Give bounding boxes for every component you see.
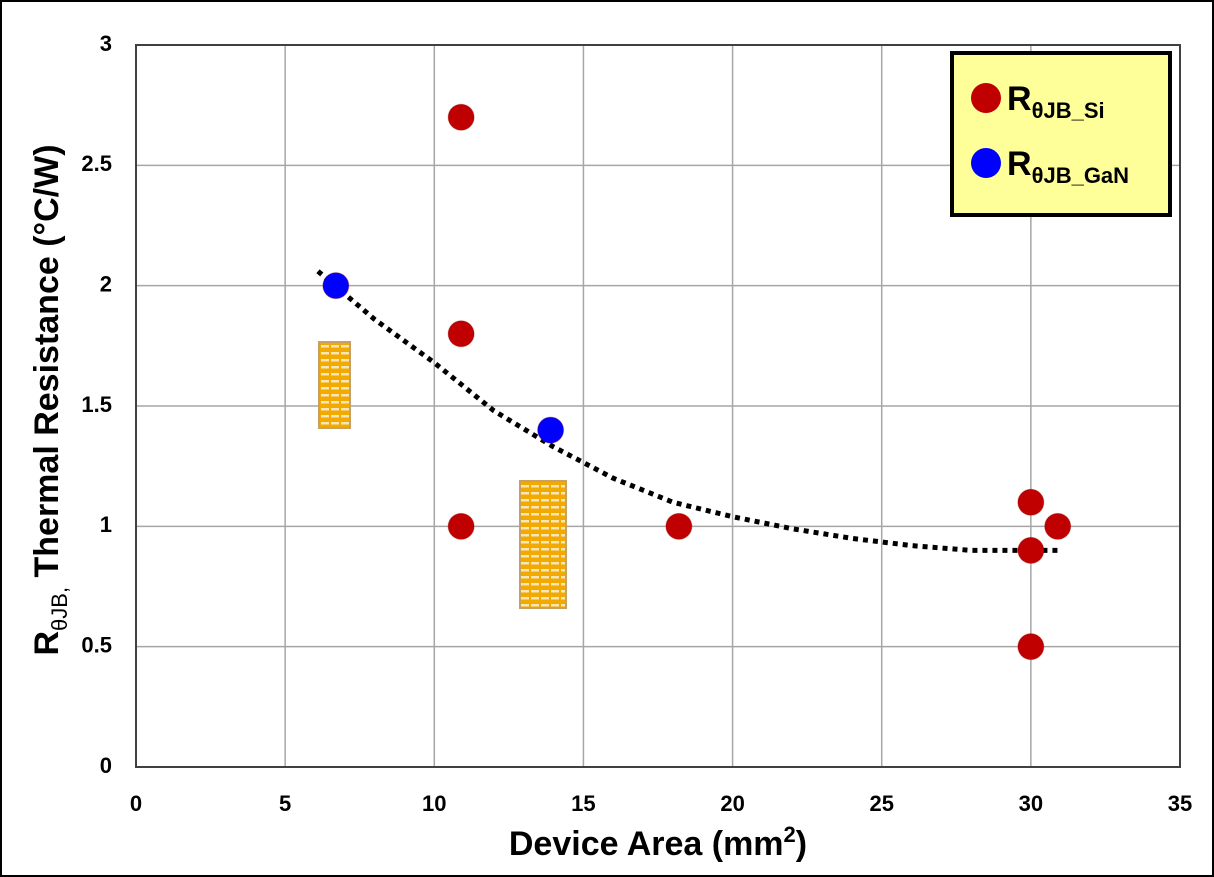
point [447,512,475,540]
point [665,512,693,540]
point [322,272,350,300]
point [1017,536,1045,564]
y-tick-label: 0.5 [81,632,112,657]
legend-name: R [1007,145,1032,183]
x-tick-label: 35 [1168,791,1192,816]
y-axis-label: RθJB, Thermal Resistance (°C/W) [28,144,72,655]
legend-label: RθJB_GaN [1007,145,1129,188]
y-tick-label: 2.5 [81,151,112,176]
y-tick-label: 0 [100,753,112,778]
x-tick-label: 20 [720,791,744,816]
y-label-sub: θJB, [47,587,72,631]
legend-marker [971,148,1001,178]
point [447,320,475,348]
point [1017,488,1045,516]
x-tick-label: 5 [279,791,291,816]
legend-name: R [1007,80,1032,118]
y-tick-label: 1.5 [81,392,112,417]
x-label-sup: 2 [784,822,796,847]
x-tick-label: 30 [1019,791,1043,816]
legend-label: RθJB_Si [1007,80,1105,123]
x-tick-label: 0 [130,791,142,816]
y-tick-label: 2 [100,271,112,296]
point [447,103,475,131]
plot-border [135,44,1181,768]
chip-image [318,341,351,429]
marks [316,103,1072,661]
legend-marker [971,83,1001,113]
x-tick-label: 15 [571,791,595,816]
grid: 00.511.522.530 5 10 15 20 25 30 35 [81,31,1192,816]
x-axis-label: Device Area (mm2) [509,822,807,863]
y-label-main: R [28,631,66,656]
legend-subscript: θJB_Si [1032,98,1105,123]
y-tick-label: 1 [100,512,112,537]
x-tick-label: 25 [869,791,893,816]
point [537,416,565,444]
legend-box [950,51,1172,217]
x-label-text: Device Area (mm [509,825,784,863]
y-label-rest: Thermal Resistance (°C/W) [28,144,66,586]
point [1044,512,1072,540]
chip-image [519,480,567,609]
x-label-close: ) [796,825,807,863]
x-tick-label: 10 [422,791,446,816]
y-tick-label: 3 [100,31,112,56]
point [1017,633,1045,661]
legend-subscript: θJB_GaN [1032,163,1130,188]
